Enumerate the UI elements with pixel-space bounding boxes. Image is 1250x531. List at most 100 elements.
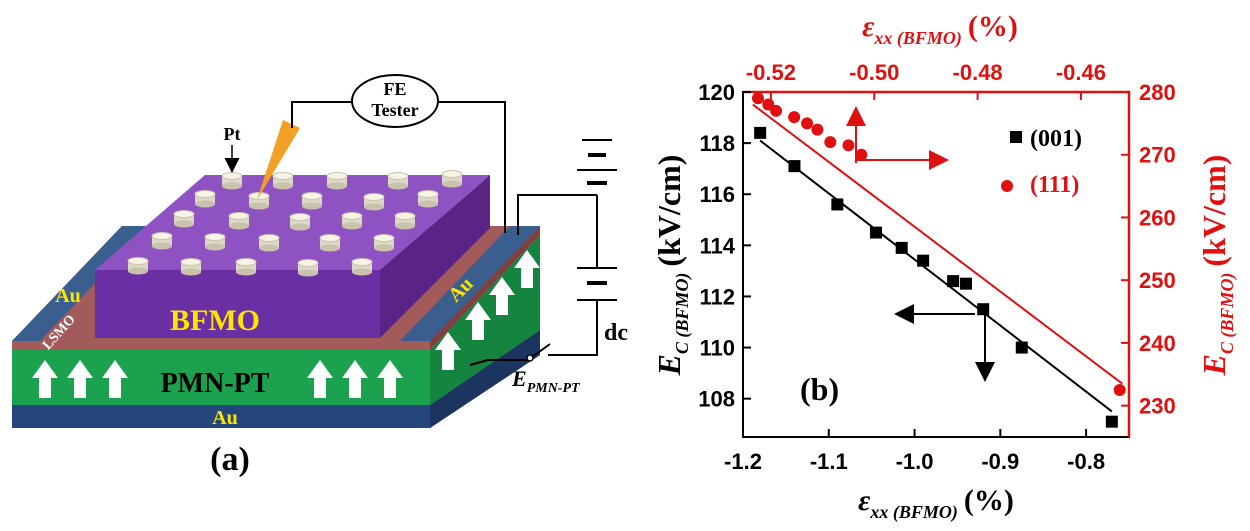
device-schematic: FE Tester Pt dc EPMN-PT BFMO PMN-PT Au A…: [12, 74, 628, 478]
y-tick-label: 118: [700, 131, 736, 156]
pt-dot: [258, 234, 280, 252]
y-tick-label: 114: [700, 233, 736, 258]
polarization-arrow: [32, 360, 58, 398]
pt-dot: [441, 170, 463, 188]
polarization-arrow: [342, 360, 368, 398]
polarization-arrow: [435, 332, 461, 370]
point-001: [960, 277, 973, 290]
pt-label: Pt: [224, 124, 241, 144]
point-111: [751, 92, 764, 105]
point-111: [770, 104, 783, 117]
y-tick-label: 120: [698, 80, 735, 105]
pt-dot: [319, 234, 341, 252]
au-right-electrode: [400, 226, 540, 341]
pmnpt-label: PMN-PT: [161, 368, 270, 399]
e-pmnpt-label: EPMN-PT: [511, 366, 581, 396]
legend-label-001: (001): [1030, 126, 1082, 152]
fit-line-001: [759, 139, 1113, 413]
data-points: [751, 92, 1126, 428]
polarization-arrow: [377, 360, 403, 398]
point-001: [895, 241, 908, 254]
pt-dot: [363, 193, 385, 211]
pt-dot: [151, 232, 173, 250]
point-001: [754, 126, 767, 139]
pt-dot: [127, 257, 149, 275]
fit-lines: [752, 103, 1123, 413]
y-tick-label: 116: [700, 182, 736, 207]
panel-b-label: (b): [800, 371, 839, 407]
pt-dot: [326, 172, 348, 190]
polarization-arrow: [465, 302, 491, 340]
switch[interactable]: [531, 343, 551, 358]
top-x-tick-label: -0.46: [1056, 60, 1106, 85]
polarization-arrow: [102, 360, 128, 398]
bfmo-side-face: [380, 175, 490, 338]
pt-dot: [248, 192, 270, 210]
top-x-tick-label: -0.52: [746, 60, 796, 85]
top-x-tick-label: -0.48: [953, 60, 1003, 85]
panel-a-label: (a): [210, 441, 250, 478]
y-tick-label: 108: [698, 387, 735, 412]
polarization-arrow: [307, 360, 333, 398]
polarization-arrow: [67, 360, 93, 398]
right-y-tick-label: 240: [1139, 331, 1176, 356]
right-y-tick-label: 280: [1139, 80, 1176, 105]
pt-dot: [301, 192, 323, 210]
pt-dot: [272, 172, 294, 190]
dc-circuit-wire: [469, 194, 598, 366]
dc-label: dc: [604, 320, 628, 346]
x-tick-label: -1.1: [810, 449, 848, 474]
point-111: [855, 148, 868, 161]
pt-dot: [297, 259, 319, 277]
au-bottom-label: Au: [212, 407, 238, 429]
tester-wire-right: [437, 101, 506, 233]
pt-dot: [235, 258, 257, 276]
pt-dot: [373, 234, 395, 252]
point-001: [788, 160, 801, 173]
point-111: [1113, 383, 1126, 396]
polarization-arrow: [514, 250, 540, 288]
pt-dot: [394, 212, 416, 230]
x-tick-label: -0.8: [1067, 449, 1105, 474]
lsmo-layer: [12, 341, 430, 350]
x-tick-label: -1.2: [724, 449, 762, 474]
y-tick-label: 110: [700, 336, 736, 361]
fe-tester-box[interactable]: [351, 74, 439, 128]
pt-electrode-array: [127, 170, 463, 277]
x-tick-label: -0.9: [981, 449, 1019, 474]
top-x-tick-label: -0.50: [849, 60, 899, 85]
pt-dot: [204, 233, 226, 251]
pt-dot: [351, 258, 373, 276]
au-left-label: Au: [55, 285, 81, 307]
point-001: [947, 275, 960, 288]
au-bottom-layer: [12, 330, 540, 428]
tester-wire-left: [291, 101, 352, 128]
fe-tester-label-1: FE: [383, 79, 406, 99]
point-001: [977, 303, 990, 316]
point-111: [811, 123, 824, 136]
legend-label-111: (111): [1030, 172, 1079, 198]
legend-marker-001: [1010, 131, 1022, 143]
point-111: [801, 117, 814, 130]
point-001: [1015, 341, 1028, 354]
bfmo-label: BFMO: [170, 304, 260, 337]
y-axis-title: EC (BFMO)(kV/cm): [651, 155, 693, 377]
pt-dot: [221, 172, 243, 190]
chart-b: -1.2 -1.1 -1.0 -0.9 -0.8 108 110 112 114 116 118 12…: [651, 10, 1238, 523]
point-111: [824, 136, 837, 149]
top-x-axis-title: εxx (BFMO) (%): [862, 10, 1018, 49]
point-111: [788, 111, 801, 124]
y-tick-label: 112: [700, 284, 736, 309]
pt-dot: [417, 190, 439, 208]
right-y-tick-label: 270: [1139, 143, 1176, 168]
probe-tip: [257, 120, 300, 200]
point-001: [869, 226, 882, 239]
right-y-tick-label: 230: [1139, 394, 1176, 419]
pt-dot: [341, 212, 363, 230]
x-axis-title: εxx (BFMO) (%): [858, 484, 1014, 523]
point-001: [917, 254, 930, 267]
polarization-arrow: [489, 277, 515, 315]
legend-marker-111: [1001, 180, 1013, 192]
right-y-tick-label: 260: [1139, 205, 1176, 230]
pt-dot: [173, 210, 195, 228]
